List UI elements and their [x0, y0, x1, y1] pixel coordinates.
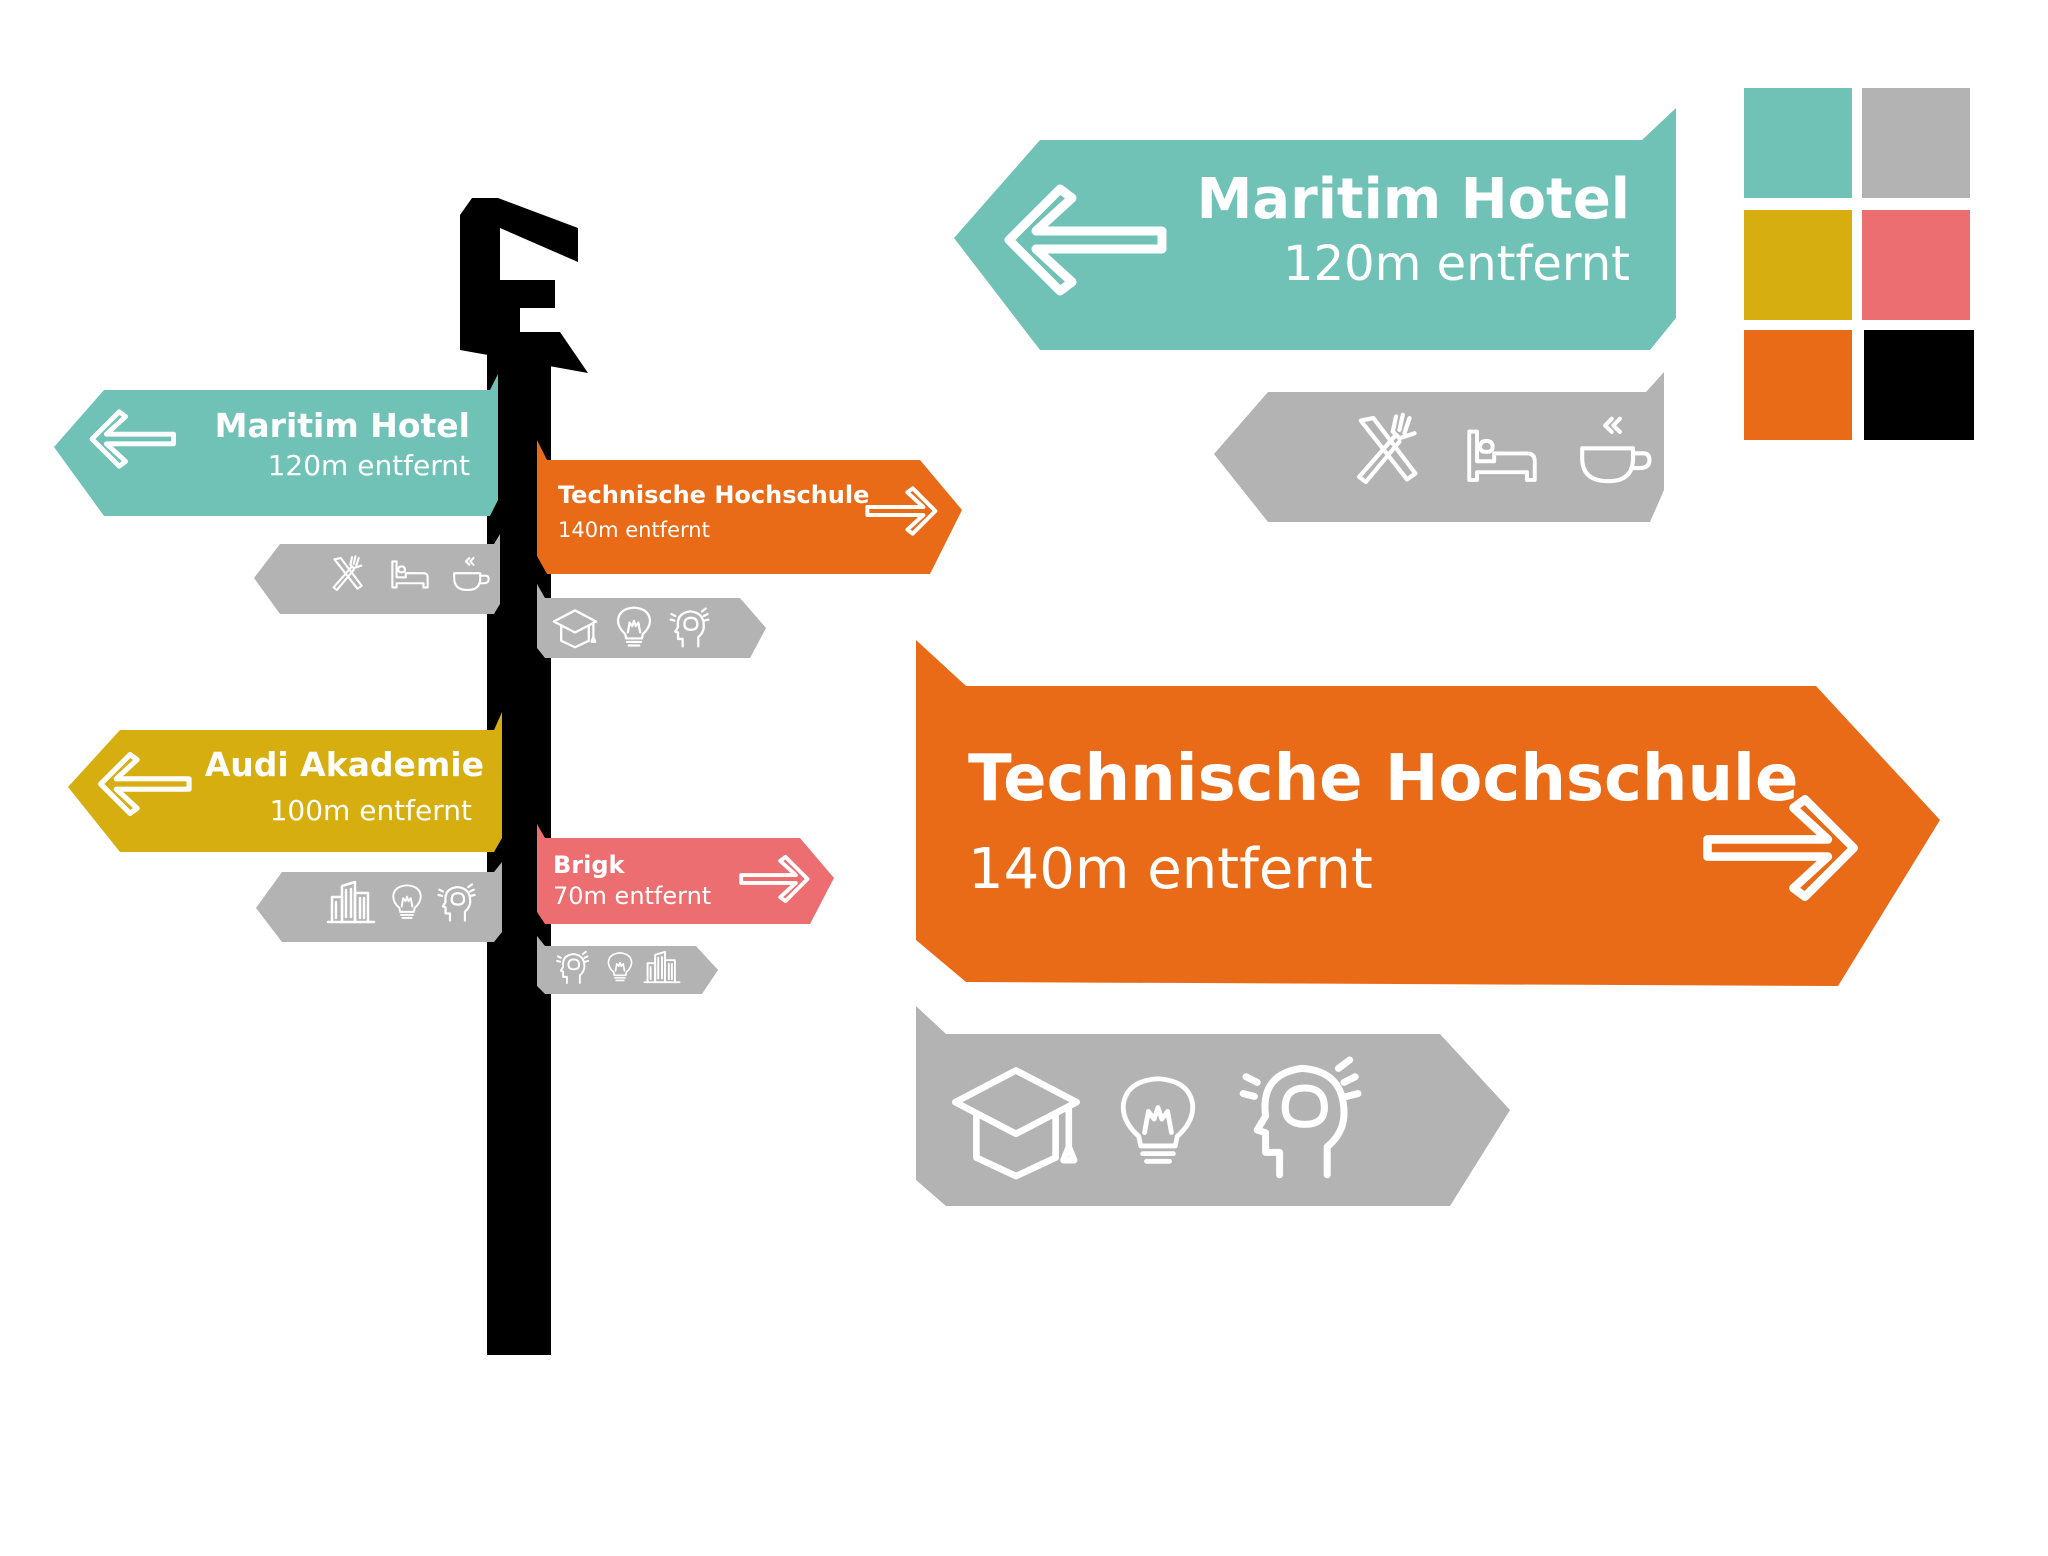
palette-swatch-teal — [1744, 88, 1852, 198]
palette-swatch-gray — [1862, 88, 1970, 198]
post-sign-technische-distance: 140m entfernt — [558, 518, 710, 542]
post-sign-maritim[interactable]: Maritim Hotel 120m entfernt — [54, 374, 498, 516]
post-icons-maritim-plate — [254, 534, 500, 614]
post-icons-maritim — [254, 534, 500, 614]
palette-swatch-black — [1864, 330, 1974, 440]
detail-icons-maritim-plate — [1214, 372, 1664, 522]
post-sign-brigk[interactable]: Brigk 70m entfernt — [537, 824, 834, 924]
post-icons-audi-plate — [256, 862, 502, 942]
color-palette — [1744, 88, 1974, 440]
palette-swatch-salmon — [1862, 210, 1970, 320]
post-sign-technische-title: Technische Hochschule — [558, 481, 869, 509]
post-sign-maritim-title: Maritim Hotel — [215, 406, 470, 445]
post-sign-brigk-title: Brigk — [553, 851, 626, 879]
palette-swatch-mustard — [1744, 210, 1852, 320]
post-sign-audi-title: Audi Akademie — [205, 745, 484, 784]
post-icons-brigk — [537, 936, 718, 994]
detail-icons-maritim — [1214, 372, 1664, 522]
detail-sign-technische-plate — [916, 640, 1940, 986]
detail-sign-technische[interactable]: Technische Hochschule 140m entfernt — [916, 640, 1940, 986]
palette-swatch-orange — [1744, 330, 1852, 440]
post-sign-maritim-plate — [54, 374, 498, 516]
post-sign-maritim-distance: 120m entfernt — [268, 449, 470, 482]
detail-sign-maritim-distance: 120m entfernt — [1283, 236, 1630, 292]
post-icons-technische — [537, 584, 766, 658]
post-icons-technische-plate — [537, 584, 766, 658]
detail-sign-maritim[interactable]: Maritim Hotel 120m entfernt — [954, 108, 1676, 350]
post-sign-audi-distance: 100m entfernt — [270, 794, 472, 827]
signpost-logo — [460, 198, 588, 373]
post-sign-audi[interactable]: Audi Akademie 100m entfernt — [68, 712, 502, 852]
detail-icons-technische — [916, 1006, 1510, 1206]
detail-sign-technische-distance: 140m entfernt — [968, 837, 1373, 902]
detail-icons-technische-plate — [916, 1006, 1510, 1206]
detail-sign-maritim-title: Maritim Hotel — [1197, 167, 1630, 232]
detail-sign-maritim-plate — [954, 108, 1676, 350]
post-icons-audi — [256, 862, 502, 942]
post-sign-audi-plate — [68, 712, 502, 852]
post-sign-technische[interactable]: Technische Hochschule 140m entfernt — [537, 440, 962, 574]
post-icons-brigk-plate — [537, 936, 718, 994]
post-sign-technische-plate — [537, 440, 962, 574]
post-sign-brigk-plate — [537, 824, 834, 924]
post-sign-brigk-distance: 70m entfernt — [553, 882, 711, 910]
detail-sign-technische-title: Technische Hochschule — [968, 742, 1798, 816]
